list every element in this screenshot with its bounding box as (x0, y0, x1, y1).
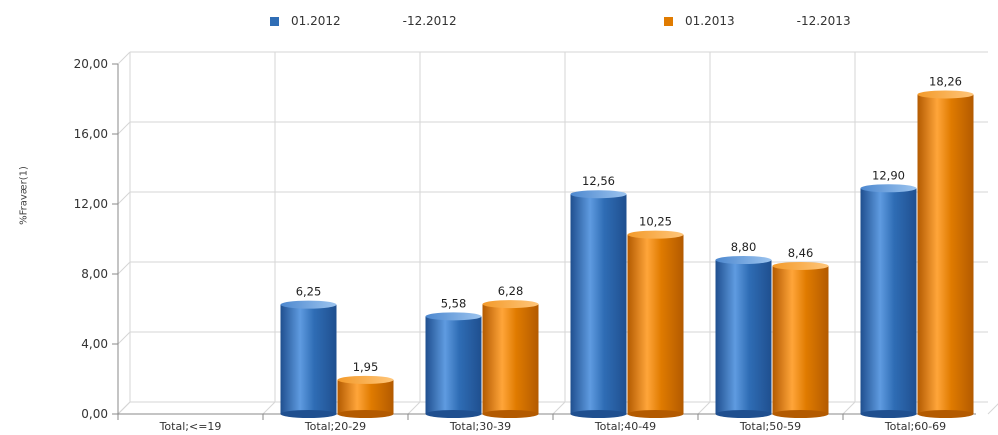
y-tick-label: 12,00 (74, 197, 108, 211)
data-label-bg (726, 240, 761, 254)
bar-top (280, 300, 337, 309)
x-tick-label: Total;20-29 (304, 420, 366, 433)
bar-base (715, 410, 772, 418)
y-tick-label: 16,00 (74, 127, 108, 141)
bar (425, 316, 482, 414)
floor-gridline (407, 401, 421, 415)
y-tick-label: 8,00 (81, 267, 108, 281)
bar-base (772, 410, 829, 418)
bar-top (627, 230, 684, 239)
data-label: 8,46 (788, 246, 814, 260)
floor-gridline (987, 403, 998, 415)
bar-top (860, 184, 917, 193)
floor-gridline (262, 401, 276, 415)
data-label-bg (493, 284, 528, 299)
bar (715, 260, 772, 414)
floor-gridline (842, 401, 856, 415)
legend-label-2012-to: -12.2012 (402, 14, 457, 28)
y-tick-label: 4,00 (81, 337, 108, 351)
bar (280, 304, 337, 414)
floor-gridline (117, 401, 131, 415)
data-label: 6,25 (296, 285, 322, 299)
data-label-bg (783, 245, 818, 260)
gridline-side (117, 121, 131, 135)
bar (772, 265, 829, 414)
data-label-bg (868, 168, 909, 183)
gridline-side (117, 51, 131, 65)
bar-base (627, 410, 684, 418)
data-label-bg (291, 284, 326, 299)
bar (860, 188, 917, 414)
x-tick-label: Total;<=19 (159, 420, 222, 433)
data-label-bg (578, 174, 619, 189)
data-label-bg (348, 359, 383, 374)
data-label-bg (925, 74, 966, 89)
bar-top (715, 256, 772, 264)
bar-base (425, 410, 482, 418)
data-label: 6,28 (498, 284, 524, 298)
data-label: 12,90 (872, 168, 905, 182)
legend-swatch-2012 (270, 16, 279, 26)
gridline-side (117, 191, 131, 205)
bar-top (337, 375, 394, 384)
bar-top (917, 90, 974, 99)
legend-label-2013-from: 01.2013 (685, 14, 735, 28)
data-label-bg (436, 296, 471, 311)
bar-top (570, 190, 627, 199)
bar (570, 194, 627, 414)
floor-gridline (697, 401, 711, 415)
legend-label-2013-to: -12.2013 (796, 14, 851, 28)
data-label: 1,95 (353, 360, 379, 374)
bar (337, 379, 394, 414)
bar-base (860, 410, 917, 418)
bar-base (917, 410, 974, 418)
bar-base (482, 410, 539, 418)
floor-gridline (552, 401, 566, 415)
bar-top (772, 261, 829, 270)
legend-item-2013[interactable]: 01.2013 -12.2013 (664, 14, 851, 28)
y-tick-label: 0,00 (81, 407, 108, 421)
x-tick-label: Total;60-69 (884, 420, 946, 433)
x-tick-label: Total;40-49 (594, 420, 656, 433)
data-label: 10,25 (639, 215, 672, 229)
data-label: 18,26 (929, 74, 962, 88)
bar-top (425, 312, 482, 321)
bar-top (482, 300, 539, 309)
bar-base (337, 410, 394, 418)
bar-base (280, 410, 337, 418)
bar-base (570, 410, 627, 418)
x-tick-label: Total;30-39 (449, 420, 511, 433)
data-label-bg (635, 214, 676, 229)
data-label: 8,80 (731, 240, 757, 254)
legend-label-2012-from: 01.2012 (291, 14, 341, 28)
bar (482, 304, 539, 414)
data-label: 5,58 (441, 296, 467, 310)
legend-item-2012[interactable]: 01.2012 -12.2012 (270, 14, 457, 28)
bar (917, 94, 974, 414)
y-tick-label: 20,00 (74, 57, 108, 71)
gridline-side (117, 261, 131, 275)
bar (627, 234, 684, 414)
data-label: 12,56 (582, 174, 615, 188)
x-tick-label: Total;50-59 (739, 420, 801, 433)
legend-swatch-2013 (664, 16, 673, 26)
gridline-side (117, 331, 131, 345)
